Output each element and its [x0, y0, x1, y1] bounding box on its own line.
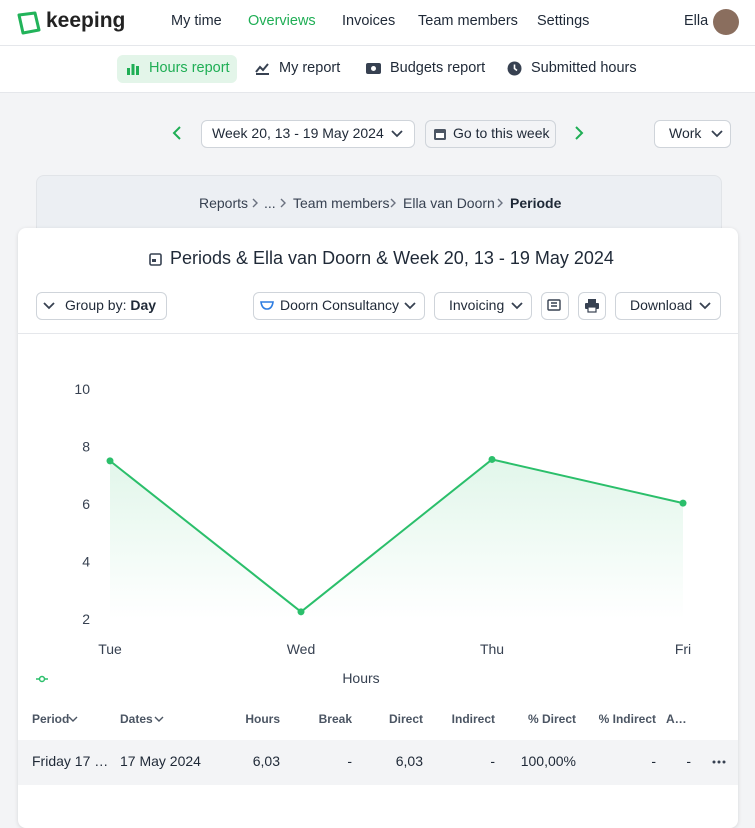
- row-menu[interactable]: [712, 760, 726, 764]
- point: [106, 457, 114, 465]
- go-today[interactable]: Go to this week: [425, 120, 556, 148]
- table-cell: 6,03: [252, 753, 280, 769]
- calendar-icon: [434, 129, 446, 140]
- sub-tab[interactable]: Submitted hours: [531, 60, 637, 76]
- table-cell: 17 May 2024: [120, 753, 201, 769]
- client-select[interactable]: Doorn Consultancy: [253, 292, 425, 320]
- mode-label: Work: [669, 125, 702, 141]
- table-cell: -: [490, 753, 495, 769]
- icon: [127, 64, 139, 75]
- go-today-label: Go to this week: [453, 125, 550, 141]
- column-header[interactable]: Hours: [245, 712, 280, 726]
- download-label: Download: [630, 297, 693, 313]
- crumb[interactable]: Team members: [293, 195, 390, 211]
- report-title: Periods & Ella van Doorn & Week 20, 13 -…: [170, 248, 614, 268]
- icon: [366, 63, 381, 74]
- columns-icon: [547, 299, 561, 311]
- group-by-value: Day: [130, 297, 157, 313]
- column-header[interactable]: % Direct: [527, 712, 576, 726]
- sub-tab[interactable]: Budgets report: [390, 60, 486, 76]
- sort-icon: [68, 716, 78, 722]
- chevron: [43, 302, 55, 310]
- nav-item[interactable]: Team members: [418, 13, 518, 29]
- point: [679, 499, 687, 507]
- nav-item[interactable]: Invoices: [342, 13, 396, 29]
- chevron: [699, 302, 711, 310]
- point: [297, 608, 305, 616]
- x-tick-label: Fri: [675, 641, 691, 657]
- invoicing-label: Invoicing: [449, 297, 505, 313]
- logo[interactable]: keeping: [46, 9, 126, 32]
- legend-marker: [38, 675, 46, 683]
- column-header[interactable]: Break: [318, 712, 352, 726]
- crumb-separators: [252, 198, 503, 208]
- invoicing-select[interactable]: Invoicing: [434, 292, 532, 320]
- avatar[interactable]: [713, 9, 739, 35]
- sort-icon: [154, 716, 164, 722]
- table-row-bg: [18, 740, 738, 785]
- divider: [18, 333, 738, 334]
- client-icon: [260, 301, 274, 310]
- chevron: [511, 302, 523, 310]
- week-label: Week 20, 13 - 19 May 2024: [212, 125, 384, 141]
- line: [109, 458, 684, 614]
- column-header[interactable]: Dates: [120, 712, 153, 726]
- download-select[interactable]: Download: [615, 292, 721, 320]
- area: [110, 459, 683, 619]
- table-cell: -: [686, 753, 691, 769]
- x-tick-label: Wed: [287, 641, 316, 657]
- y-tick-label: 2: [82, 611, 90, 627]
- crumb[interactable]: ...: [264, 195, 276, 211]
- print-icon: [585, 299, 599, 313]
- y-tick-label: 4: [82, 554, 90, 570]
- sub-tab[interactable]: Hours report: [149, 60, 230, 76]
- y-tick-label: 6: [82, 496, 90, 512]
- column-header[interactable]: Indirect: [451, 712, 495, 726]
- next-week[interactable]: [572, 125, 586, 141]
- chevron: [404, 302, 416, 310]
- sub-tab[interactable]: My report: [279, 60, 341, 76]
- column-header[interactable]: % Indirect: [598, 712, 656, 726]
- column-header[interactable]: Direct: [388, 712, 423, 726]
- column-header[interactable]: A…: [666, 712, 687, 726]
- chevron: [711, 130, 723, 138]
- crumb-current: Periode: [510, 195, 562, 211]
- client-label: Doorn Consultancy: [280, 297, 400, 313]
- icon: [255, 63, 269, 75]
- x-tick-label: Tue: [98, 641, 122, 657]
- columns-button[interactable]: [541, 292, 569, 320]
- table-cell: Friday 17 …: [32, 753, 109, 769]
- icon: [507, 61, 522, 76]
- crumb[interactable]: Reports: [199, 195, 249, 211]
- group-by-label: Group by:: [65, 297, 127, 313]
- user-name[interactable]: Ella: [684, 13, 709, 29]
- calendar-icon: [149, 253, 162, 266]
- top-bar: [0, 0, 755, 46]
- logo-icon: [17, 11, 41, 35]
- crumb[interactable]: Ella van Doorn: [403, 195, 495, 211]
- nav-item[interactable]: My time: [171, 13, 222, 29]
- x-tick-label: Thu: [480, 641, 504, 657]
- table-cell: -: [347, 753, 352, 769]
- table-cell: 100,00%: [520, 753, 576, 769]
- y-tick-label: 10: [74, 381, 90, 397]
- prev-week[interactable]: [170, 125, 184, 141]
- chart: 2 4 6 8 10 Tue Wed Thu Fri Hours: [36, 381, 691, 686]
- legend-label: Hours: [342, 670, 379, 686]
- point: [488, 455, 496, 463]
- column-header[interactable]: Period: [32, 712, 70, 726]
- table-cell: -: [651, 753, 656, 769]
- nav-item[interactable]: Overviews: [248, 13, 316, 29]
- group-by[interactable]: Group by: Day: [36, 292, 167, 320]
- week-select[interactable]: Week 20, 13 - 19 May 2024: [201, 120, 415, 148]
- y-tick-label: 8: [82, 439, 90, 455]
- chevron: [391, 130, 403, 138]
- table-cell: 6,03: [395, 753, 423, 769]
- nav-item[interactable]: Settings: [537, 13, 590, 29]
